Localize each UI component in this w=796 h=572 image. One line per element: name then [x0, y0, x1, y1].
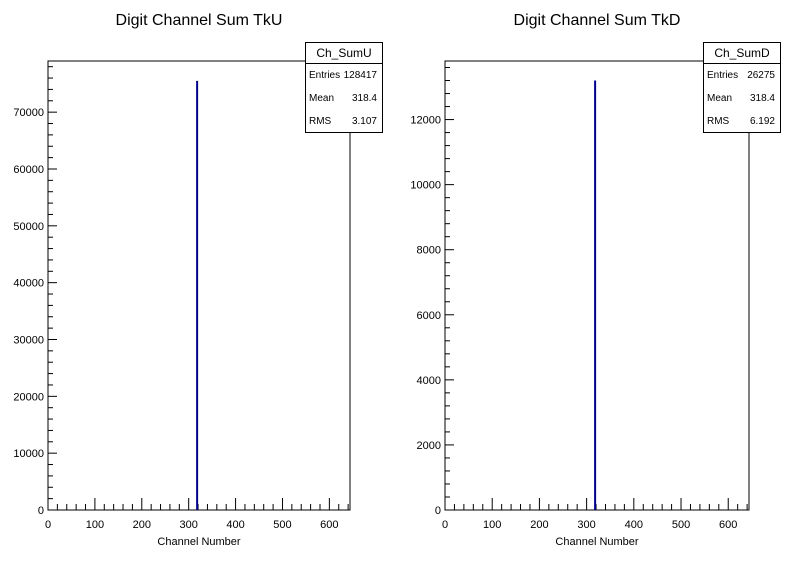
- stats-label: Entries: [309, 70, 341, 81]
- y-tick-label: 10000: [410, 180, 441, 192]
- stats-box: Ch_SumU Entries 128417 Mean 318.4 RMS 3.…: [305, 42, 383, 133]
- stats-row-rms: RMS 6.192: [704, 110, 780, 133]
- y-tick-label: 70000: [13, 107, 44, 119]
- x-tick-label: 400: [226, 519, 244, 531]
- stats-value: 318.4: [351, 93, 377, 104]
- stats-value: 128417: [343, 70, 377, 81]
- x-tick-label: 0: [442, 519, 448, 531]
- stats-value: 318.4: [749, 93, 775, 104]
- stats-value: 3.107: [351, 116, 377, 127]
- x-tick-label: 600: [320, 519, 338, 531]
- x-tick-label: 100: [483, 519, 501, 531]
- plot-frame: [444, 60, 750, 511]
- x-tick-label: 500: [672, 519, 690, 531]
- stats-name: Ch_SumU: [306, 43, 382, 64]
- stats-row-entries: Entries 26275: [704, 64, 780, 87]
- stats-value: 6.192: [749, 116, 775, 127]
- x-tick-label: 0: [45, 519, 51, 531]
- y-tick-label: 2000: [417, 440, 441, 452]
- plot-frame: [47, 60, 351, 511]
- x-tick-label: 300: [180, 519, 198, 531]
- y-tick-label: 4000: [417, 375, 441, 387]
- y-tick-label: 0: [38, 505, 44, 517]
- x-axis-label: Channel Number: [555, 536, 639, 548]
- y-tick-label: 12000: [410, 115, 441, 127]
- x-tick-label: 400: [625, 519, 643, 531]
- x-axis-label: Channel Number: [157, 536, 241, 548]
- stats-value: 26275: [747, 70, 775, 81]
- x-tick-label: 300: [577, 519, 595, 531]
- stats-row-mean: Mean 318.4: [704, 87, 780, 110]
- y-tick-label: 20000: [13, 391, 44, 403]
- stats-label: RMS: [707, 116, 730, 127]
- stats-row-mean: Mean 318.4: [306, 87, 382, 110]
- y-tick-label: 10000: [13, 448, 44, 460]
- x-tick-label: 600: [719, 519, 737, 531]
- stats-box: Ch_SumD Entries 26275 Mean 318.4 RMS 6.1…: [703, 42, 781, 133]
- x-tick-label: 500: [273, 519, 291, 531]
- stats-label: RMS: [309, 116, 332, 127]
- y-tick-label: 60000: [13, 164, 44, 176]
- y-tick-label: 0: [435, 505, 441, 517]
- chart-title: Digit Channel Sum TkU: [115, 12, 283, 29]
- y-tick-label: 6000: [417, 310, 441, 322]
- stats-label: Mean: [309, 93, 335, 104]
- x-tick-label: 200: [133, 519, 151, 531]
- stats-row-rms: RMS 3.107: [306, 110, 382, 133]
- chart-title: Digit Channel Sum TkD: [513, 12, 681, 29]
- x-tick-label: 100: [86, 519, 104, 531]
- stats-label: Entries: [707, 70, 739, 81]
- y-tick-label: 50000: [13, 221, 44, 233]
- stats-name: Ch_SumD: [704, 43, 780, 64]
- y-tick-label: 30000: [13, 334, 44, 346]
- y-tick-label: 8000: [417, 245, 441, 257]
- stats-label: Mean: [707, 93, 733, 104]
- y-tick-label: 40000: [13, 278, 44, 290]
- x-tick-label: 200: [530, 519, 548, 531]
- stats-row-entries: Entries 128417: [306, 64, 382, 87]
